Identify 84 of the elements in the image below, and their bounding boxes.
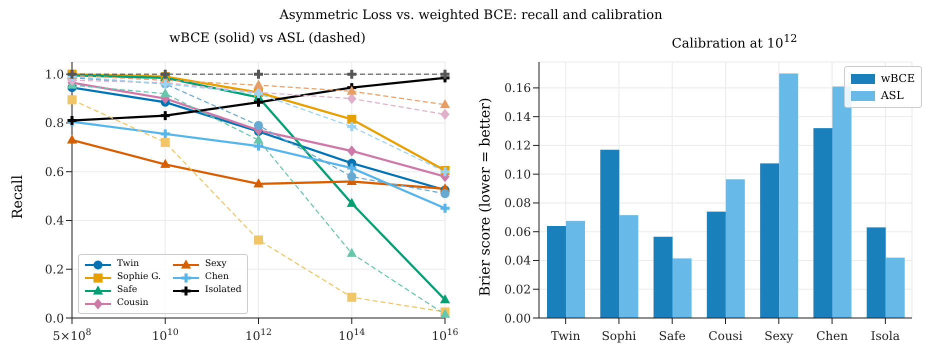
bar — [726, 179, 745, 318]
bar — [886, 258, 905, 318]
point — [347, 114, 356, 124]
legend-label: Sophie G. — [117, 271, 161, 284]
y-tick-label: 0.06 — [504, 224, 531, 239]
point — [254, 120, 263, 130]
point — [347, 292, 356, 302]
bar — [546, 226, 566, 318]
chart-title: Calibration at 10$^{12}$ — [670, 31, 798, 52]
y-tick-label: 0.6 — [44, 164, 64, 179]
point — [252, 68, 264, 80]
legend-label: ASL — [880, 88, 904, 104]
x-tick-label: 10$^{16}$ — [432, 328, 459, 343]
legend-label: Chen — [204, 271, 229, 284]
x-tick-label: 10$^{14}$ — [338, 328, 366, 343]
chart-title: wBCE (solid) vs ASL (dashed) — [168, 30, 367, 48]
y-tick-label: 0.02 — [504, 282, 531, 296]
point — [254, 80, 264, 89]
point — [160, 88, 170, 98]
x-tick-label: Sophi — [602, 329, 636, 343]
y-tick-label: 0.16 — [504, 81, 531, 96]
legend-label: Twin — [117, 258, 140, 271]
point — [159, 110, 172, 122]
legend-label: Safe — [117, 284, 138, 297]
point — [346, 120, 358, 133]
x-tick-label: Safe — [658, 329, 686, 343]
y-axis-title: Recall — [10, 175, 26, 219]
y-tick-label: 1.0 — [44, 67, 64, 82]
point — [68, 95, 76, 104]
bar — [832, 86, 852, 318]
point — [440, 189, 450, 198]
y-tick-label: 0.2 — [44, 262, 64, 276]
point — [347, 145, 356, 156]
legend-label: Cousin — [117, 297, 148, 310]
point — [346, 198, 357, 207]
x-tick-label: Chen — [816, 329, 848, 343]
y-tick-label: 0.08 — [504, 196, 531, 210]
point — [159, 68, 172, 80]
bar — [779, 74, 798, 318]
point — [254, 178, 264, 188]
y-tick-label: 0.12 — [504, 138, 531, 153]
x-tick-label: 5×10$^{8}$ — [52, 328, 92, 343]
y-tick-label: 0.14 — [504, 110, 532, 124]
x-tick-label: Twin — [550, 329, 581, 343]
point — [254, 235, 263, 244]
point — [440, 294, 450, 304]
bar — [866, 227, 886, 318]
y-axis-title: Brier score (lower = better) — [477, 98, 494, 296]
point — [347, 172, 356, 182]
x-tick-label: Sexy — [764, 329, 794, 343]
x-tick-label: Cousi — [708, 329, 743, 343]
y-tick-label: 0.4 — [44, 214, 64, 228]
text: Asymmetric Loss vs. weighted BCE: recall and calibration — [278, 8, 664, 25]
bar — [619, 215, 638, 318]
x-tick-label: 10$^{12}$ — [245, 328, 272, 343]
bar — [600, 150, 620, 318]
bar — [672, 258, 692, 318]
y-tick-label: 0.0 — [44, 311, 64, 326]
point — [160, 138, 170, 147]
bar — [566, 220, 585, 318]
bar — [706, 212, 726, 318]
y-tick-label: 0.10 — [504, 167, 531, 182]
point — [439, 68, 451, 80]
bar — [813, 128, 832, 318]
legend-label: Sexy — [204, 258, 227, 271]
legend-label: Isolated — [204, 284, 242, 297]
point — [254, 134, 264, 144]
legend-label: wBCE — [880, 71, 915, 87]
y-tick-label: 0.04 — [504, 254, 532, 268]
bar — [654, 236, 673, 318]
point — [346, 248, 357, 257]
point — [347, 93, 356, 104]
point — [439, 166, 451, 178]
point — [440, 99, 450, 108]
point — [67, 134, 77, 144]
point — [160, 158, 170, 168]
x-tick-label: 10$^{10}$ — [152, 328, 179, 343]
y-tick-label: 0.00 — [504, 311, 531, 326]
y-tick-label: 0.8 — [44, 116, 64, 130]
point — [346, 86, 357, 95]
point — [346, 68, 358, 80]
point — [440, 108, 450, 120]
x-tick-label: Isola — [870, 329, 900, 343]
bar — [760, 163, 780, 318]
